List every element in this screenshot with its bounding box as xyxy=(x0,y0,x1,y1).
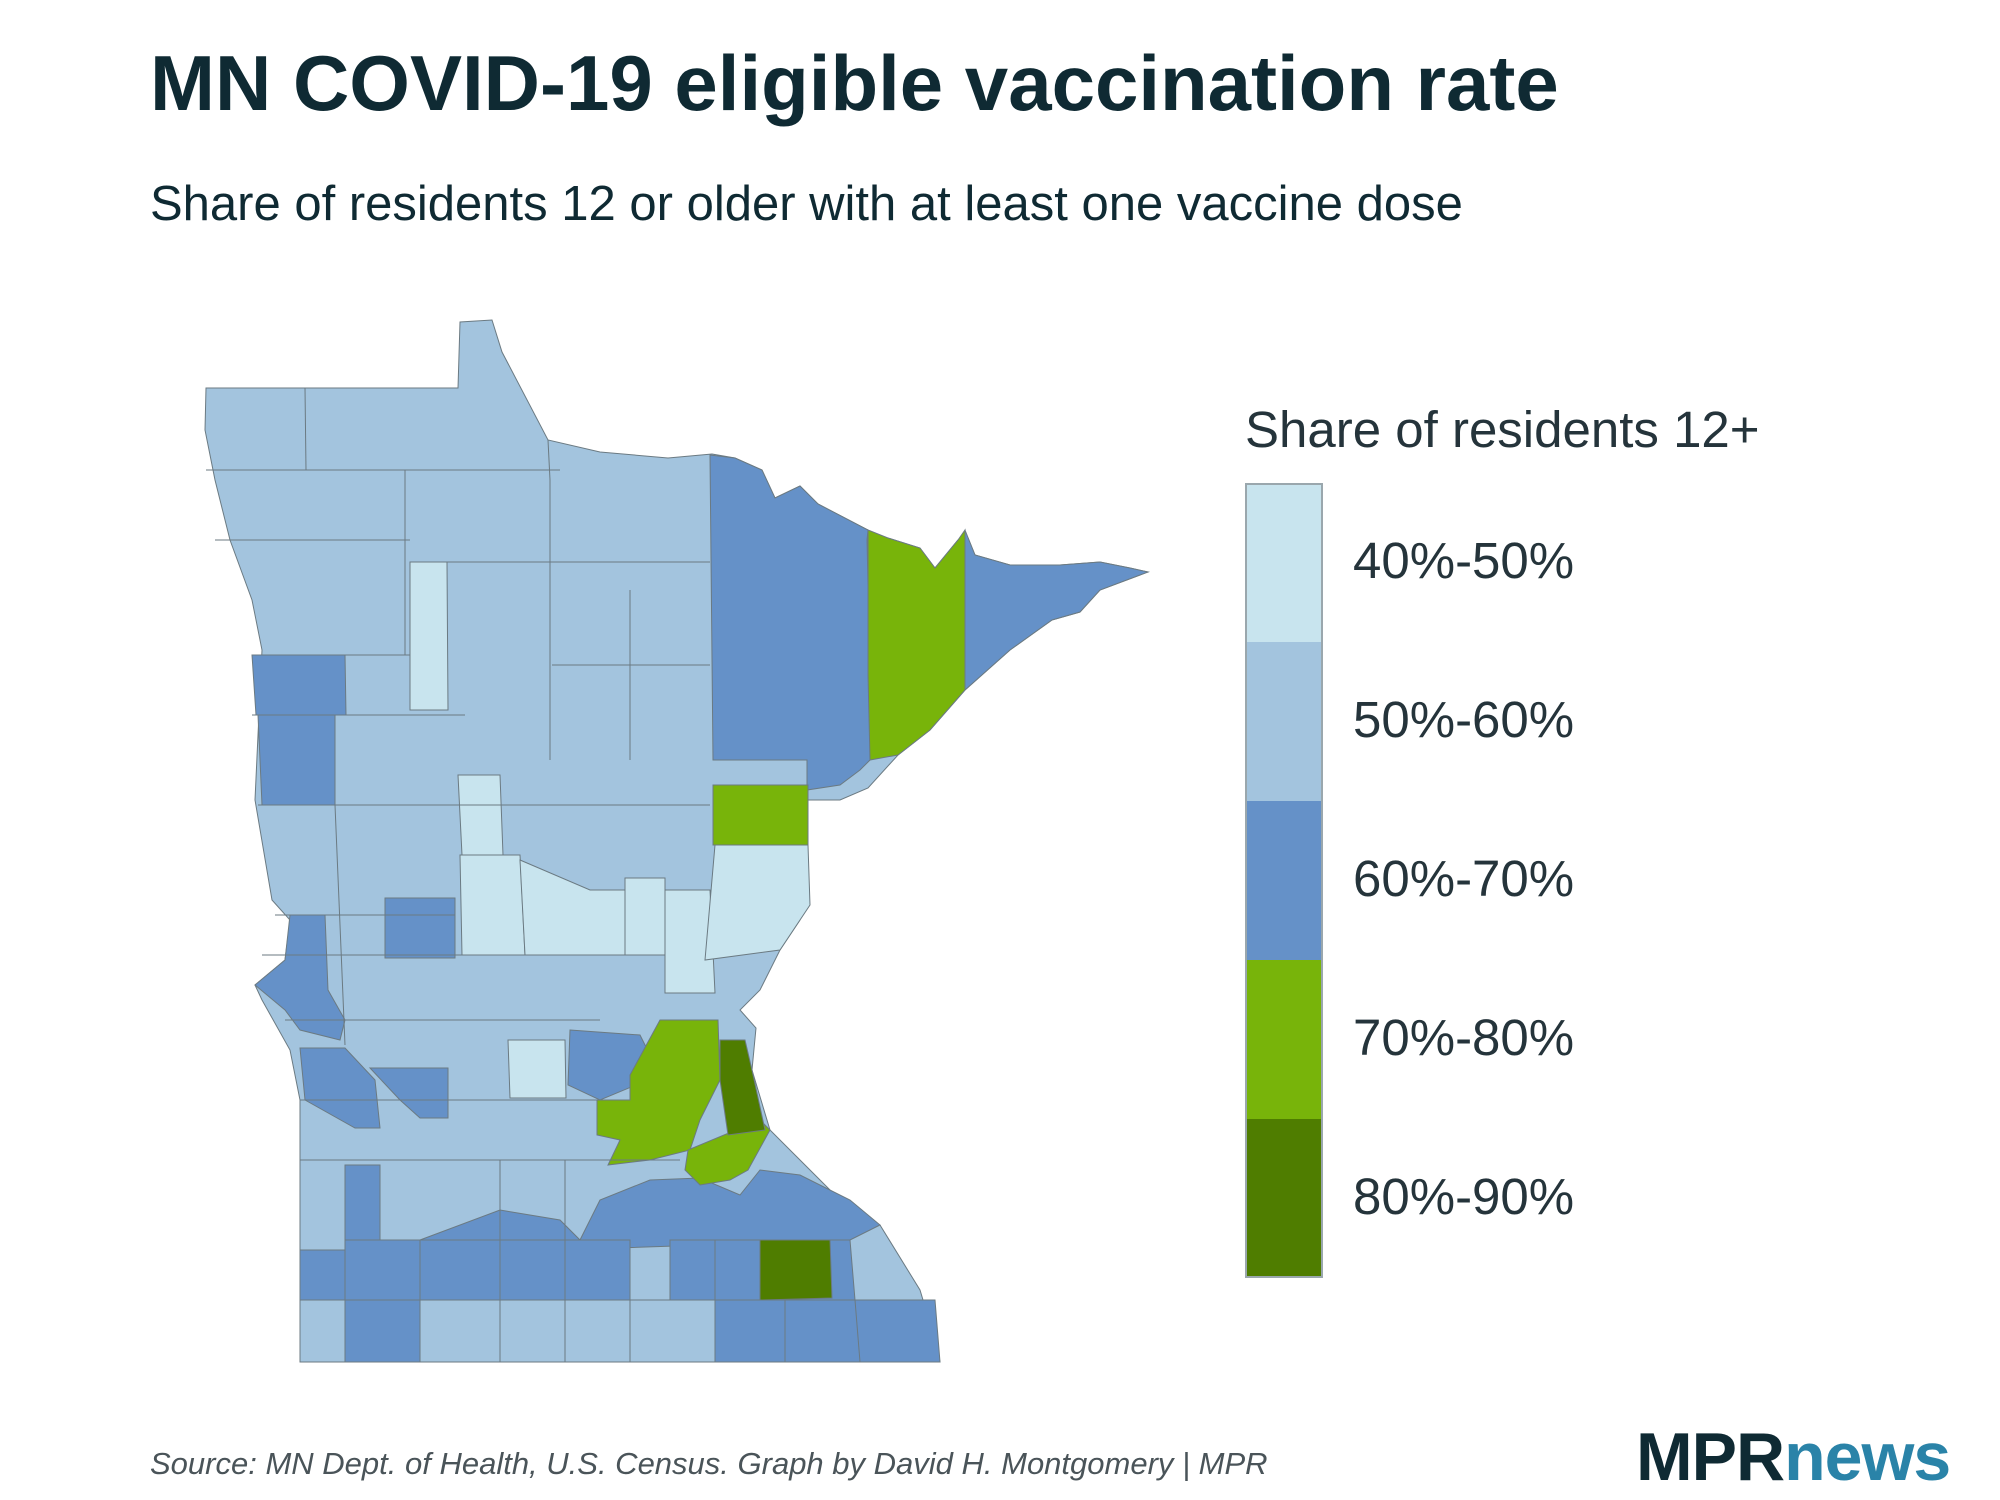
legend-label: 60%-70% xyxy=(1353,850,1575,907)
source-note: Source: MN Dept. of Health, U.S. Census.… xyxy=(150,1446,1268,1481)
county-region xyxy=(712,784,809,846)
legend-swatch xyxy=(1245,801,1323,960)
county-region xyxy=(384,897,456,959)
county-region xyxy=(457,774,504,856)
county-region xyxy=(368,1067,449,1119)
county-region xyxy=(759,1239,833,1301)
county-region xyxy=(784,1299,941,1363)
county-region xyxy=(507,1039,567,1099)
county-region xyxy=(624,877,666,956)
legend-label: 40%-50% xyxy=(1353,532,1575,589)
logo-text-news: news xyxy=(1784,1419,1951,1495)
map-subtitle: Share of residents 12 or older with at l… xyxy=(150,177,1463,231)
county-region xyxy=(709,454,871,791)
legend-label: 80%-90% xyxy=(1353,1168,1575,1225)
legend-swatch xyxy=(1245,1119,1323,1278)
county-region xyxy=(251,654,347,716)
county-region xyxy=(664,889,716,994)
county-region xyxy=(344,1164,381,1241)
county-borders xyxy=(206,387,935,1363)
county-region xyxy=(714,1299,786,1363)
county-region xyxy=(409,561,449,711)
map-title: MN COVID-19 eligible vaccination rate xyxy=(150,39,1559,127)
legend-swatch xyxy=(1245,642,1323,801)
legend-title: Share of residents 12+ xyxy=(1245,401,1760,458)
county-region xyxy=(964,529,1150,692)
county-region xyxy=(867,528,966,761)
legend-swatch xyxy=(1245,960,1323,1119)
county-region xyxy=(254,914,346,1041)
county-region xyxy=(704,844,811,961)
legend-swatch xyxy=(1245,483,1323,642)
county-region xyxy=(344,1239,631,1301)
county-region xyxy=(344,1299,421,1363)
minnesota-county-map xyxy=(204,319,1150,1363)
mpr-news-logo[interactable]: MPRnews xyxy=(1636,1418,1951,1496)
county-region xyxy=(719,1039,766,1136)
county-region xyxy=(459,854,526,956)
legend-label: 70%-80% xyxy=(1353,1009,1575,1066)
county-region xyxy=(257,714,336,806)
legend-label: 50%-60% xyxy=(1353,691,1575,748)
logo-text-mpr: MPR xyxy=(1636,1419,1785,1495)
